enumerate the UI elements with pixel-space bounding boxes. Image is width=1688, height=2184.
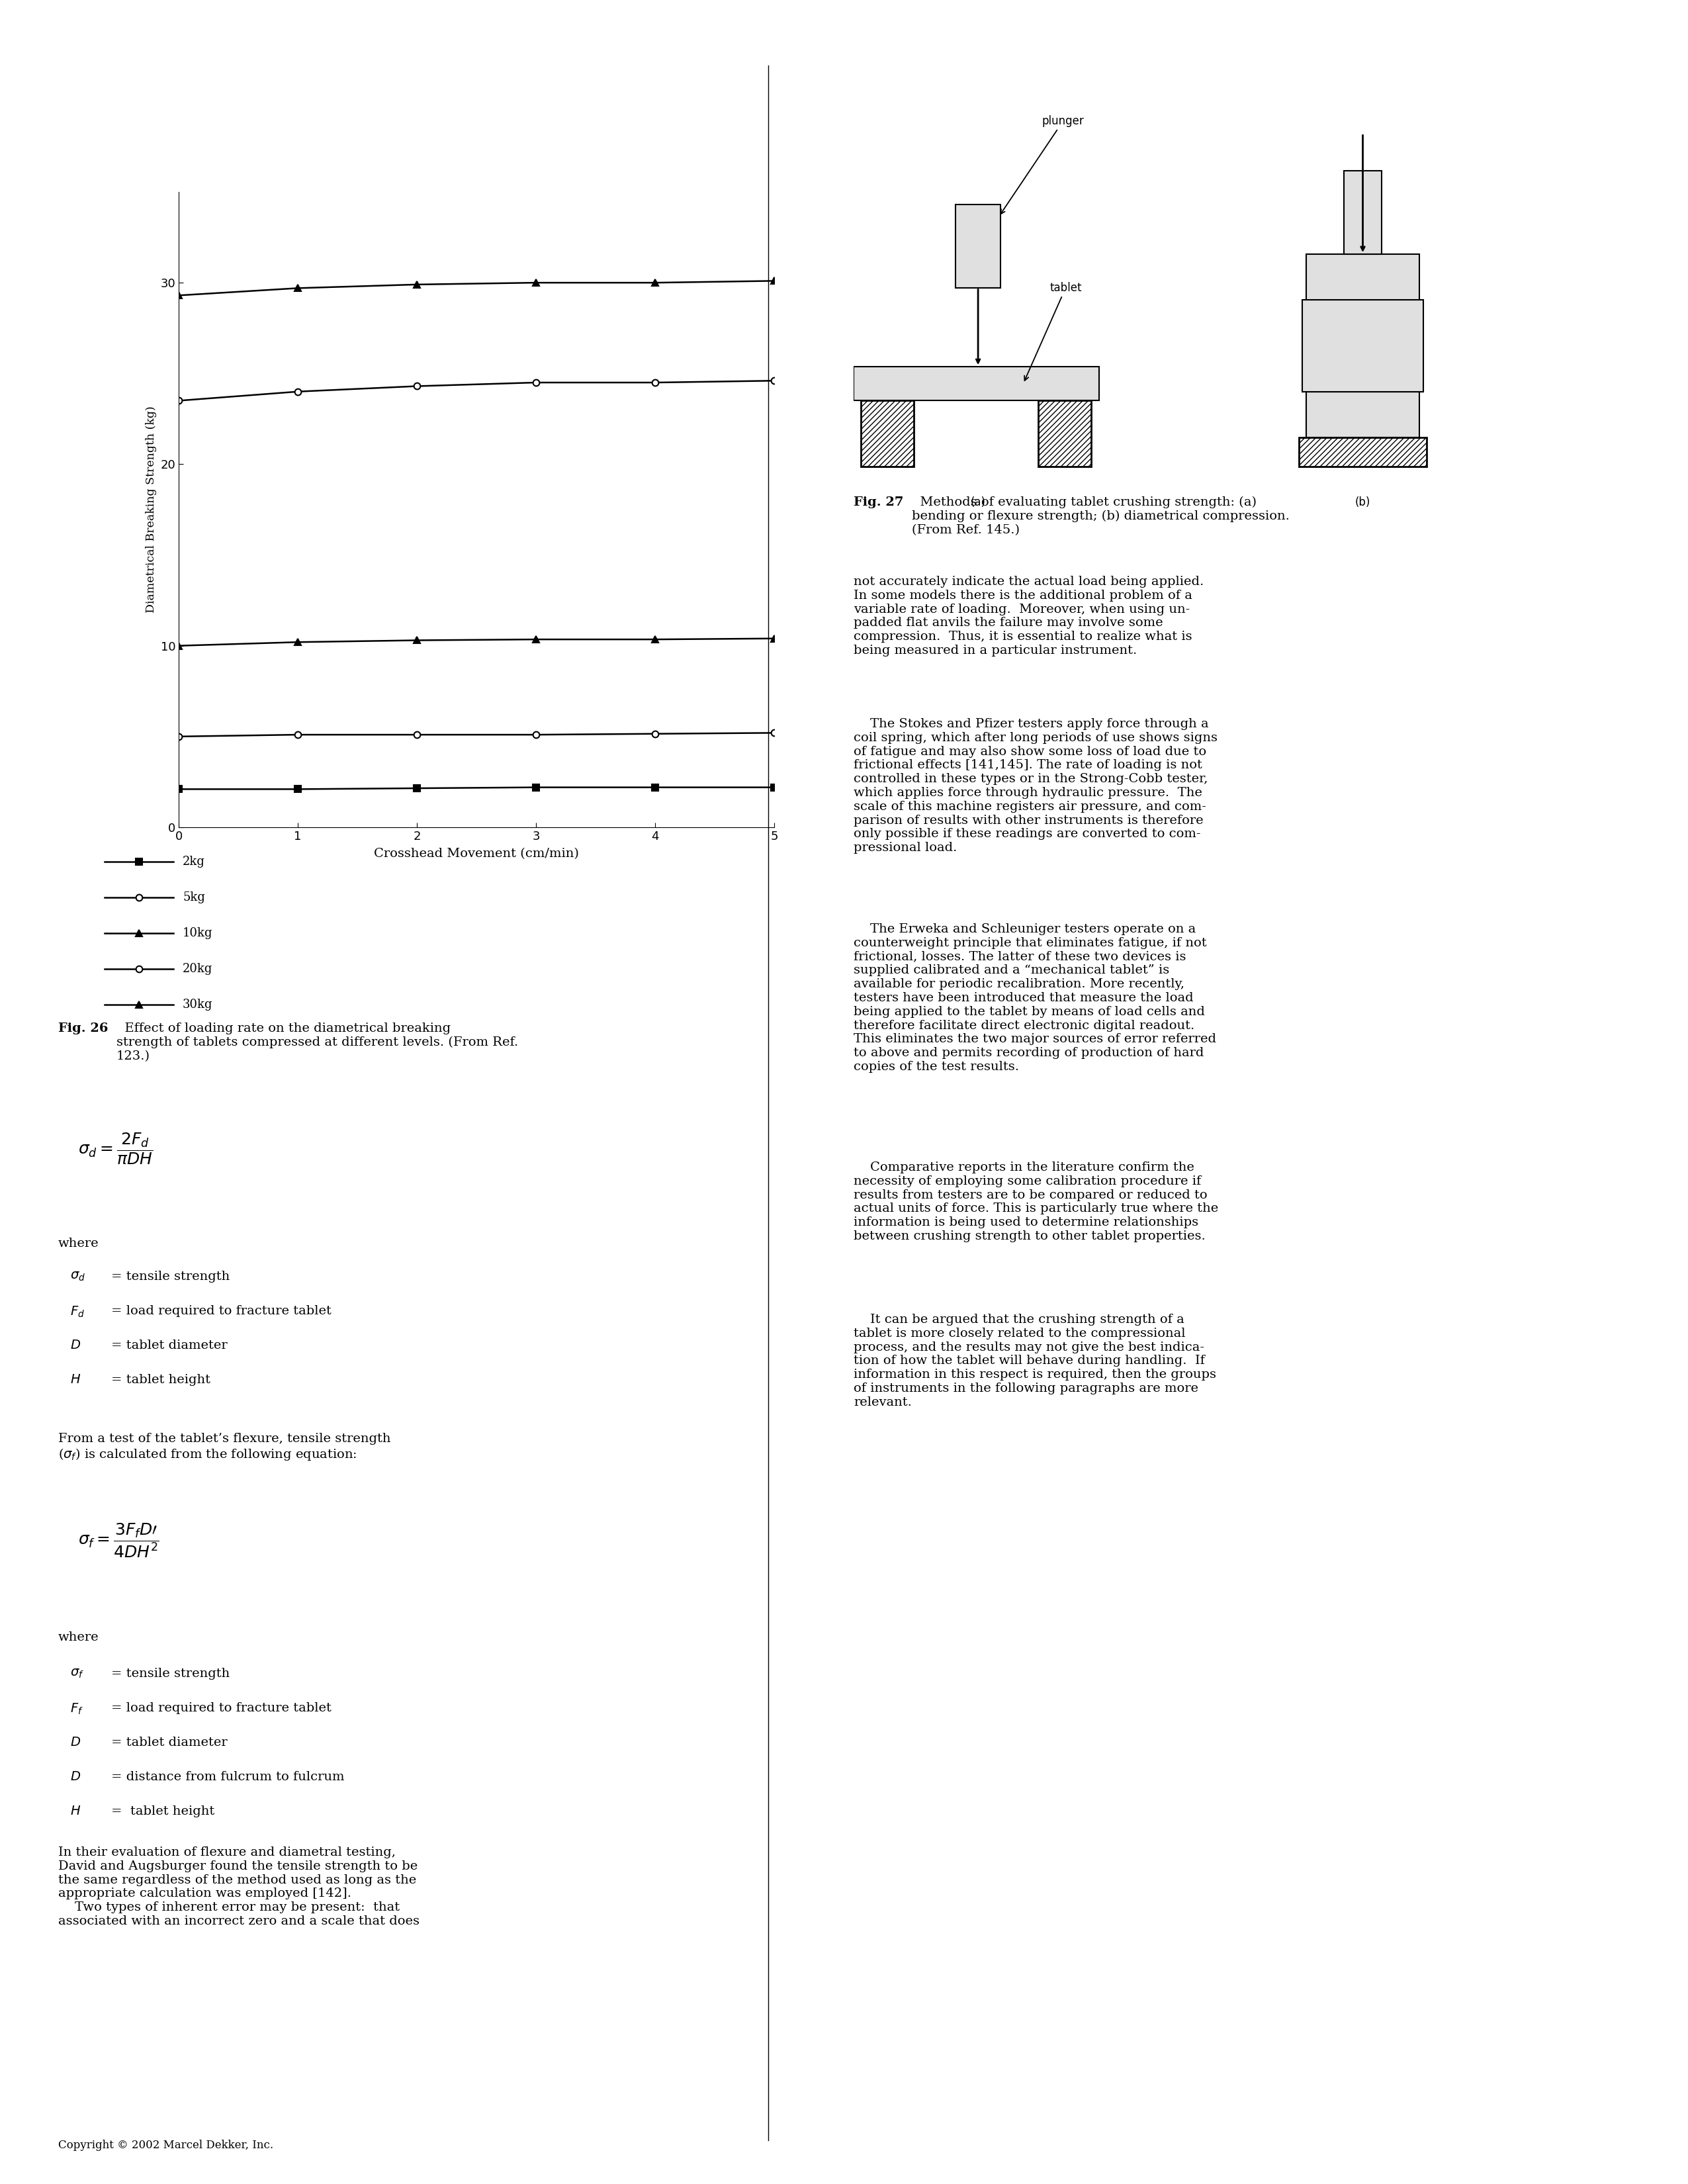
Bar [1344, 170, 1382, 253]
Text: $H$: $H$ [71, 1374, 81, 1387]
Text: (a): (a) [971, 496, 986, 509]
Text: 2kg: 2kg [182, 856, 204, 867]
Bar [861, 400, 913, 467]
Bar [1298, 437, 1426, 467]
Text: = tablet diameter: = tablet diameter [111, 1736, 228, 1749]
Text: where: where [57, 1631, 100, 1642]
Bar [1307, 391, 1420, 437]
Text: not accurately indicate the actual load being applied.
In some models there is t: not accurately indicate the actual load … [854, 577, 1204, 657]
Text: 20kg: 20kg [182, 963, 213, 974]
Text: = load required to fracture tablet: = load required to fracture tablet [111, 1701, 331, 1714]
Text: Comparative reports in the literature confirm the
necessity of employing some ca: Comparative reports in the literature co… [854, 1162, 1219, 1243]
Text: tablet: tablet [1025, 282, 1082, 380]
Text: $D$: $D$ [71, 1339, 81, 1352]
Text: = load required to fracture tablet: = load required to fracture tablet [111, 1306, 331, 1317]
Text: (b): (b) [1355, 496, 1371, 509]
Text: $D$: $D$ [71, 1771, 81, 1782]
Bar [1038, 400, 1090, 467]
Y-axis label: Diametrical Breaking Strength (kg): Diametrical Breaking Strength (kg) [145, 406, 157, 614]
Text: $\sigma_d = \dfrac{2F_d}{\pi DH}$: $\sigma_d = \dfrac{2F_d}{\pi DH}$ [78, 1131, 154, 1166]
Text: The Erweka and Schleuniger testers operate on a
counterweight principle that eli: The Erweka and Schleuniger testers opera… [854, 924, 1217, 1072]
Bar [1307, 253, 1420, 299]
Text: From a test of the tablet’s flexure, tensile strength
($\sigma_f$) is calculated: From a test of the tablet’s flexure, ten… [57, 1433, 390, 1463]
Text: $\sigma_f$: $\sigma_f$ [71, 1669, 84, 1679]
Text: Effect of loading rate on the diametrical breaking
strength of tablets compresse: Effect of loading rate on the diametrica… [116, 1022, 518, 1061]
Text: $F_f$: $F_f$ [71, 1701, 83, 1717]
Text: plunger: plunger [1001, 116, 1084, 214]
Text: = tensile strength: = tensile strength [111, 1271, 230, 1282]
Text: Copyright © 2002 Marcel Dekker, Inc.: Copyright © 2002 Marcel Dekker, Inc. [57, 2140, 273, 2151]
Text: 10kg: 10kg [182, 928, 213, 939]
Text: where: where [57, 1238, 100, 1249]
Bar [854, 367, 1099, 400]
Text: $D$: $D$ [71, 1736, 81, 1749]
Text: Methods of evaluating tablet crushing strength: (a)
bending or flexure strength;: Methods of evaluating tablet crushing st… [912, 496, 1290, 537]
Text: =  tablet height: = tablet height [111, 1806, 214, 1817]
Text: It can be argued that the crushing strength of a
tablet is more closely related : It can be argued that the crushing stren… [854, 1315, 1217, 1409]
Bar [955, 203, 1001, 288]
Text: 5kg: 5kg [182, 891, 204, 904]
Text: Fig. 27: Fig. 27 [854, 496, 903, 509]
Text: $F_d$: $F_d$ [71, 1306, 84, 1319]
Text: In their evaluation of flexure and diametral testing,
David and Augsburger found: In their evaluation of flexure and diame… [57, 1845, 420, 1926]
Text: = tensile strength: = tensile strength [111, 1669, 230, 1679]
Text: = tablet height: = tablet height [111, 1374, 211, 1387]
Text: $\sigma_f = \dfrac{3F_fD\prime}{4DH^2}$: $\sigma_f = \dfrac{3F_fD\prime}{4DH^2}$ [78, 1522, 159, 1559]
X-axis label: Crosshead Movement (cm/min): Crosshead Movement (cm/min) [375, 847, 579, 860]
Text: $H$: $H$ [71, 1806, 81, 1817]
Bar [1303, 299, 1423, 391]
Text: = tablet diameter: = tablet diameter [111, 1339, 228, 1352]
Text: 30kg: 30kg [182, 998, 213, 1011]
Text: Fig. 26: Fig. 26 [57, 1022, 108, 1035]
Text: $\sigma_d$: $\sigma_d$ [71, 1271, 86, 1282]
Text: = distance from fulcrum to fulcrum: = distance from fulcrum to fulcrum [111, 1771, 344, 1782]
Text: The Stokes and Pfizer testers apply force through a
coil spring, which after lon: The Stokes and Pfizer testers apply forc… [854, 719, 1217, 854]
